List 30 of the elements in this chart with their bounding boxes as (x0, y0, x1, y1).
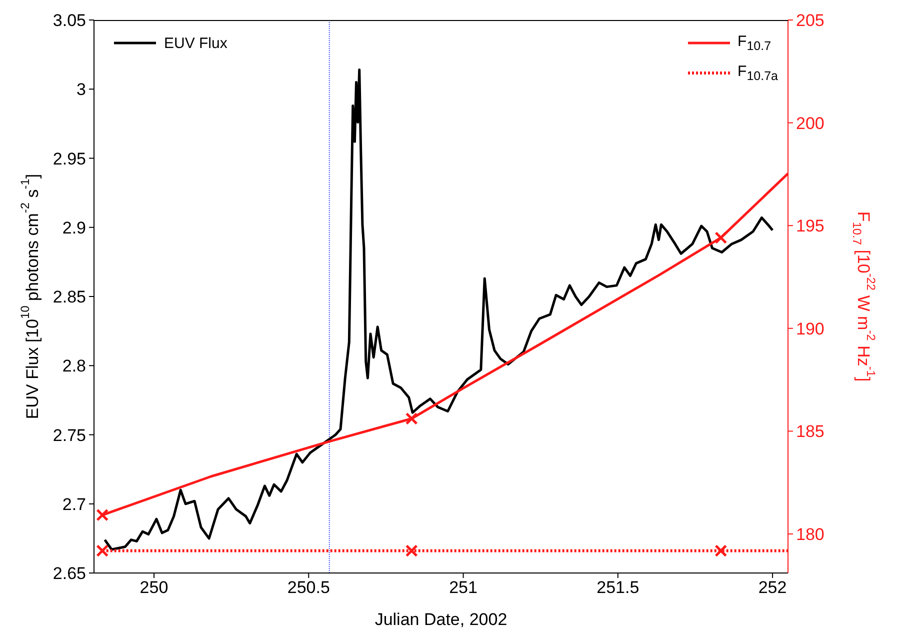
y-tick-label: 2.7 (62, 494, 86, 514)
y-tick-label: 2.75 (52, 426, 86, 445)
y2-tick-label: 185 (796, 422, 824, 442)
y-tick-label: 2.65 (52, 564, 86, 584)
y-tick-label: 2.85 (52, 288, 86, 307)
x-tick-label: 250 (140, 578, 168, 598)
point (714, 544, 728, 558)
y2-tick-label: 190 (796, 319, 824, 338)
x-tick-label: 250.5 (287, 578, 330, 598)
point (405, 544, 418, 558)
y2-tick-label: 195 (796, 216, 824, 236)
x-tick-label: 251 (449, 578, 478, 598)
legend-label: F$_{10.7a}$ (738, 63, 778, 83)
y2-tick-label: 200 (796, 114, 824, 133)
x-tick-label: 251.5 (596, 578, 640, 598)
y-tick-label: 3 (76, 80, 86, 100)
legend-label: F$_{10.7}$ (738, 33, 772, 53)
y-tick-label: 2.8 (62, 356, 86, 376)
y2-tick-label: 205 (796, 11, 824, 30)
point (96, 508, 109, 522)
y-tick-label: 3.05 (52, 11, 86, 30)
point (96, 544, 109, 558)
legend-label: EUV Flux (164, 34, 228, 52)
y2-tick-label: 180 (796, 524, 824, 544)
y-tick-label: 2.9 (62, 218, 86, 238)
y-tick-label: 2.95 (52, 149, 86, 168)
x-axis-title: Julian Date, 2002 (374, 610, 508, 629)
x-tick-label: 252 (758, 578, 787, 598)
point (405, 412, 418, 425)
point (714, 231, 728, 244)
